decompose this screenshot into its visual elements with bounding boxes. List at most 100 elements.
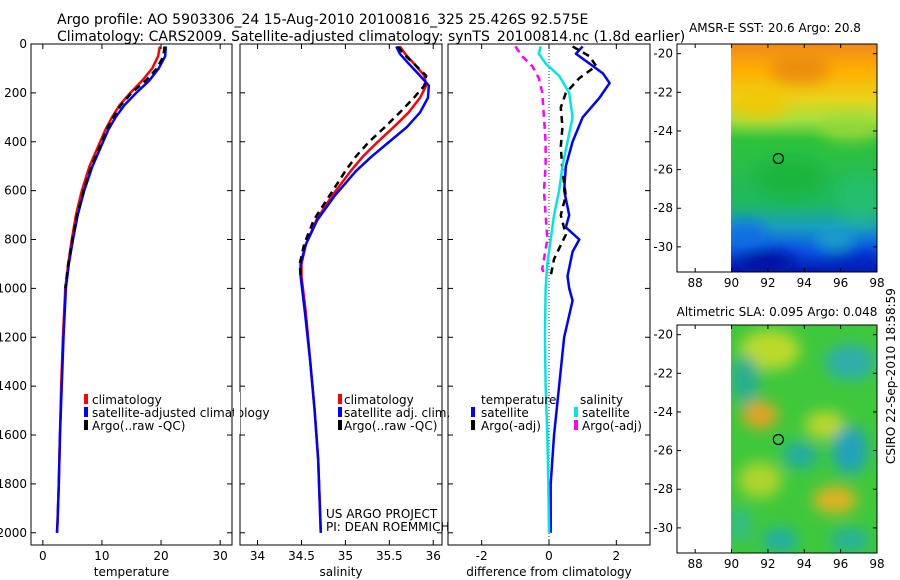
x-tick-label: 98 <box>869 557 884 571</box>
temperature-legend: climatology satellite-adjusted climatolo… <box>84 393 270 433</box>
sst-map: AMSR-E SST: 20.6 Argo: 20.8 88 90 92 94 96 98… <box>653 21 884 290</box>
legend-swatch-climatology <box>84 394 88 404</box>
sla-texture <box>731 330 875 552</box>
y-tick-label: 600 <box>4 184 27 198</box>
legend-label-sal-satellite: satellite <box>582 406 630 420</box>
x-tick-label: 96 <box>833 276 848 290</box>
sla-heatmap <box>731 325 877 553</box>
x-tick-label: 0 <box>39 549 47 563</box>
legend-label-climatology: climatology <box>344 393 414 407</box>
legend-heading-temperature: temperature <box>481 393 556 407</box>
sst-heatmap <box>731 44 877 272</box>
axes-frame <box>239 43 443 546</box>
csiro-timestamp-label: CSIRO 22-Sep-2010 18:58:59 <box>884 288 898 464</box>
axes-frame <box>30 43 233 546</box>
y-tick-label: 800 <box>4 233 27 247</box>
x-tick-label: 96 <box>833 557 848 571</box>
y-tick-label: -20 <box>653 47 673 61</box>
y-tick-label: 400 <box>4 135 27 149</box>
sla-map-title: Altimetric SLA: 0.095 Argo: 0.048 <box>677 305 878 319</box>
x-tick-label: 94 <box>797 557 812 571</box>
legend-label-temp-argo: Argo(-adj) <box>481 419 541 433</box>
y-tick-label: -30 <box>653 240 673 254</box>
x-axis-label: temperature <box>94 565 169 579</box>
y-tick-label: 1200 <box>0 330 27 344</box>
x-tick-label: 90 <box>724 557 739 571</box>
y-tick-label: -28 <box>653 482 673 496</box>
x-tick-label: 88 <box>688 276 703 290</box>
series-line-argo-raw-qc- <box>64 46 166 289</box>
x-tick-label: 88 <box>688 557 703 571</box>
x-tick-label: 30 <box>213 549 228 563</box>
x-tick-label: 35 <box>338 549 353 563</box>
y-tick-label: 1400 <box>0 379 27 393</box>
pi-label: PI: DEAN ROEMMICH <box>326 520 449 534</box>
legend-label-argo: Argo(..raw -QC) <box>344 419 437 433</box>
difference-legend: temperature satellite Argo(-adj) salinit… <box>471 393 642 433</box>
x-axis-label: difference from climatology <box>466 565 632 579</box>
salinity-panel: 34 34.5 35 35.5 36 salinity <box>239 43 443 579</box>
sst-map-title: AMSR-E SST: 20.6 Argo: 20.8 <box>689 21 861 35</box>
x-axis-label: salinity <box>319 565 362 579</box>
y-tick-label: -26 <box>653 163 673 177</box>
legend-swatch-satellite <box>84 407 88 417</box>
legend-swatch-argo <box>84 420 88 430</box>
series-line-salinity-satellite <box>537 46 574 533</box>
legend-clip-mask <box>234 392 240 434</box>
x-tick-label: 98 <box>869 276 884 290</box>
sla-map-axes: 88 90 92 94 96 98 -20 -22 -24 -26 -28 -30 <box>653 324 885 571</box>
y-tick-label: -24 <box>653 405 673 419</box>
sla-argo-position-marker <box>772 433 784 446</box>
y-tick-label: -22 <box>653 85 673 99</box>
x-tick-label: 35.5 <box>376 549 403 563</box>
project-label: US ARGO PROJECT <box>326 507 438 521</box>
y-tick-label: -24 <box>653 124 673 138</box>
legend-swatch-satellite <box>338 407 342 417</box>
series-line-temperature-argo-adj- <box>549 45 598 277</box>
series-line-temperature-satellite <box>549 45 611 533</box>
x-tick-label: 10 <box>94 549 109 563</box>
temperature-panel: 0 200 400 600 800 1000 1200 1400 1600 1800 2000 0 10… <box>0 37 233 579</box>
legend-swatch-temp-satellite <box>471 407 475 417</box>
map-frame <box>676 324 878 554</box>
map-frame <box>676 43 878 273</box>
x-tick-label: 36 <box>426 549 441 563</box>
y-tick-label: 2000 <box>0 526 27 540</box>
legend-heading-salinity: salinity <box>580 393 623 407</box>
series-line-satellite-adj-clim- <box>299 45 431 533</box>
figure-title-line2: Climatology: CARS2009. Satellite-adjuste… <box>57 29 686 45</box>
legend-swatch-sal-satellite <box>574 407 578 417</box>
y-tick-label: -28 <box>653 201 673 215</box>
legend-swatch-sal-argo <box>574 420 578 430</box>
salinity-legend: climatology satellite adj. clim. Argo(..… <box>338 393 450 433</box>
x-tick-label: 94 <box>797 276 812 290</box>
legend-label-temp-satellite: satellite <box>481 406 529 420</box>
legend-swatch-argo <box>338 420 342 430</box>
x-tick-label: 0 <box>545 549 553 563</box>
series-line-argo-raw-qc- <box>298 45 428 277</box>
x-tick-label: 2 <box>613 549 621 563</box>
difference-panel: -2 0 2 difference from climatology <box>447 43 651 579</box>
x-tick-label: 90 <box>724 276 739 290</box>
sst-map-axes: 88 90 92 94 96 98 -20 -22 -24 -26 -28 -30 <box>653 43 885 290</box>
legend-swatch-climatology <box>338 394 342 404</box>
x-tick-label: 34 <box>250 549 265 563</box>
sst-texture <box>731 56 877 272</box>
y-tick-label: 0 <box>19 37 27 51</box>
series-line-salinity-argo-adj- <box>514 45 549 277</box>
y-tick-label: -30 <box>653 521 673 535</box>
series-line-climatology <box>55 46 162 533</box>
sla-map: Altimetric SLA: 0.095 Argo: 0.048 88 90 92… <box>653 305 884 571</box>
y-tick-label: 1800 <box>0 477 27 491</box>
legend-label-satellite: satellite adj. clim. <box>344 406 450 420</box>
y-tick-label: 1000 <box>0 281 27 295</box>
legend-label-argo: Argo(..raw -QC) <box>92 419 185 433</box>
series-line-satellite-adjusted-climatology <box>55 46 168 533</box>
series-line-climatology <box>300 45 428 533</box>
y-tick-label: 200 <box>4 86 27 100</box>
legend-label-climatology: climatology <box>92 393 162 407</box>
x-tick-label: 20 <box>153 549 168 563</box>
legend-label-satellite: satellite-adjusted climatology <box>92 406 270 420</box>
y-tick-label: -22 <box>653 366 673 380</box>
